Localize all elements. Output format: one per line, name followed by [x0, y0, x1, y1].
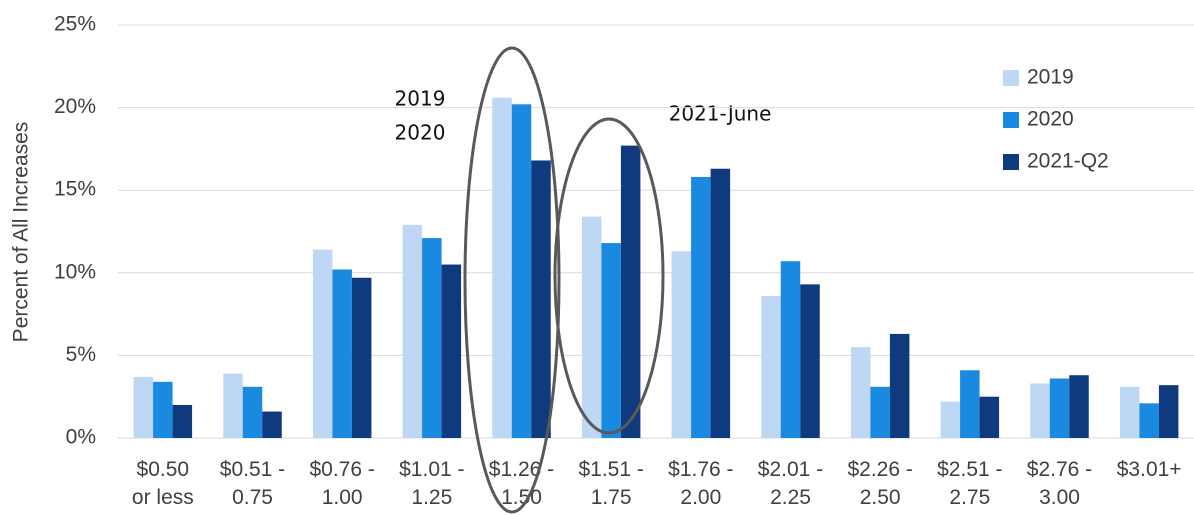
bar — [223, 373, 243, 438]
y-axis-title: Percent of All Increases — [10, 122, 33, 343]
legend-swatch — [1003, 70, 1019, 86]
y-tick-label: 15% — [54, 178, 96, 201]
x-tick-label-line: $1.01 - — [399, 458, 464, 481]
x-tick-label-line: 2.00 — [680, 486, 721, 509]
bar — [850, 347, 871, 438]
bar — [620, 145, 641, 438]
x-tick-label-line: $3.01+ — [1117, 458, 1182, 481]
bar — [1069, 375, 1089, 438]
x-tick-label: $1.01 - 1.25 — [399, 458, 464, 509]
bar — [133, 376, 154, 438]
x-tick-label: $0.51 - 0.75 — [220, 458, 285, 509]
x-tick-label-line: $2.76 - — [1027, 458, 1092, 481]
bar — [691, 176, 711, 438]
x-tick-label: $1.76 - 2.00 — [668, 458, 733, 509]
x-tick-label-line: 1.75 — [591, 486, 632, 509]
x-tick-label-line: 2.75 — [949, 486, 990, 509]
x-tick-label: $2.51 - 2.75 — [937, 458, 1002, 509]
annotation: 2021-June — [669, 102, 772, 126]
x-tick-label: $0.50 or less — [132, 458, 194, 509]
bar — [492, 97, 512, 439]
highlight-ellipse — [463, 46, 561, 514]
bar — [153, 381, 173, 438]
x-tick-label: $3.01+ — [1117, 458, 1182, 481]
x-tick-label: $2.76 - 3.00 — [1027, 458, 1092, 509]
x-tick-label-line: $1.51 - — [578, 458, 643, 481]
legend-swatch — [1003, 154, 1019, 170]
bar — [172, 404, 193, 438]
x-tick-label: $0.76 - 1.00 — [309, 458, 374, 509]
x-tick-label-line: 2.50 — [860, 486, 901, 509]
bar — [581, 216, 602, 438]
bar — [889, 333, 910, 438]
bar — [800, 284, 820, 438]
x-tick-label-line: $2.51 - — [937, 458, 1002, 481]
x-tick-label: $2.01 - 2.25 — [758, 458, 823, 509]
x-tick-label-line: $0.50 — [137, 458, 190, 481]
bar — [780, 261, 801, 438]
x-tick-label-line: $1.26 - — [489, 458, 554, 481]
y-tick-label: 25% — [54, 13, 96, 36]
legend-label: 2020 — [1027, 108, 1074, 131]
x-tick-label-line: $2.26 - — [847, 458, 912, 481]
bar — [601, 243, 621, 438]
x-tick-label-line: 1.00 — [322, 486, 363, 509]
x-tick-label-line: 3.00 — [1039, 486, 1080, 509]
bar — [422, 238, 442, 438]
bar — [351, 277, 372, 438]
y-tick-label: 0% — [66, 426, 96, 449]
highlight-ellipse — [553, 117, 665, 435]
y-tick-label: 10% — [54, 260, 96, 283]
bar — [1030, 383, 1050, 438]
legend-swatch — [1003, 112, 1019, 128]
x-tick-label-line: or less — [132, 486, 194, 509]
bar — [761, 295, 781, 438]
x-tick-label-line: $1.76 - — [668, 458, 733, 481]
bar — [671, 251, 692, 438]
bar — [870, 386, 890, 438]
x-tick-label-line: $0.51 - — [220, 458, 285, 481]
bar — [1119, 386, 1140, 438]
bar — [402, 224, 423, 438]
x-tick-label-line: 2.25 — [770, 486, 811, 509]
bar — [441, 264, 462, 438]
x-tick-label-line: $0.76 - — [309, 458, 374, 481]
annotation: 2020 — [395, 121, 446, 145]
bar — [332, 269, 352, 438]
y-tick-label: 5% — [66, 343, 96, 366]
y-tick-label: 20% — [54, 95, 96, 118]
x-tick-label: $1.51 - 1.75 — [578, 458, 643, 509]
bar — [960, 370, 980, 438]
bar — [242, 386, 263, 438]
bar — [1049, 378, 1070, 438]
annotation: 2019 — [395, 87, 446, 111]
bar — [262, 411, 282, 438]
x-tick-label-line: 1.25 — [411, 486, 452, 509]
bar — [710, 168, 731, 438]
x-tick-label-line: $2.01 - — [758, 458, 823, 481]
bar — [979, 396, 1000, 438]
bar — [1158, 385, 1179, 438]
bar — [1139, 403, 1159, 438]
x-tick-label: $2.26 - 2.50 — [847, 458, 912, 509]
bar — [940, 401, 961, 438]
x-tick-label-line: 0.75 — [232, 486, 273, 509]
bar — [531, 160, 551, 439]
bar — [511, 104, 532, 439]
legend-label: 2021-Q2 — [1027, 150, 1109, 173]
legend-label: 2019 — [1027, 66, 1074, 89]
bar — [312, 249, 333, 438]
